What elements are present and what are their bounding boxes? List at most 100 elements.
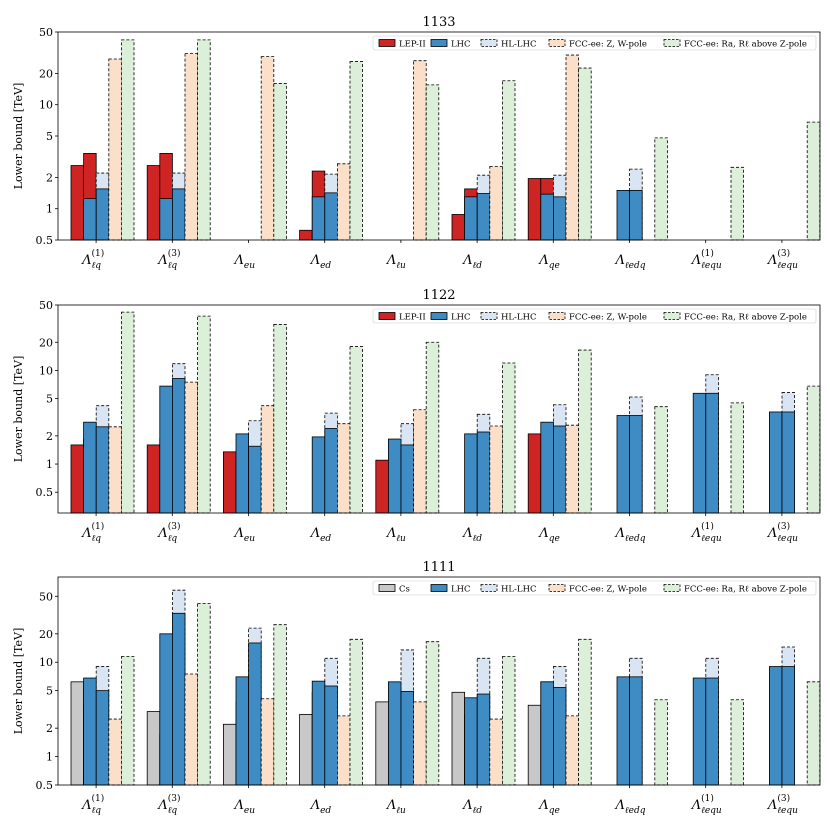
bar-lhc — [781, 411, 796, 514]
bar-fcc-z-pole — [184, 381, 199, 514]
bar-fcc-z-pole — [108, 58, 122, 241]
legend-label: Cs — [399, 585, 410, 595]
y-axis-label: Lower bound [TeV] — [12, 83, 25, 190]
bar-lep-ii — [70, 444, 85, 514]
bar-lep-ii — [375, 459, 389, 514]
y-axis-label: Lower bound [TeV] — [12, 628, 25, 735]
bar-fcc-z-pole — [565, 54, 580, 241]
bar-cs — [222, 723, 237, 786]
x-tick-label: Λℓu — [386, 798, 406, 816]
x-tick-label: Λℓequ(3) — [767, 793, 798, 816]
y-tick-label: 5 — [46, 130, 53, 143]
legend-swatch — [378, 584, 396, 592]
y-tick-label: 10 — [39, 99, 53, 112]
bar-lhc — [159, 633, 173, 786]
legend-swatch — [663, 312, 681, 320]
bar-fcc-z-pole — [565, 715, 580, 786]
x-tick-label: Λℓd — [462, 798, 482, 816]
legend: LEP-II LHC HL-LHC FCC-ee: Z, W-pole FCC-ee: … — [372, 308, 817, 324]
bar-fcc-z-pole — [336, 715, 351, 786]
x-tick-label: Λℓq(1) — [81, 521, 104, 544]
y-tick-label: 1 — [46, 458, 53, 471]
bar-fcc-z-pole — [413, 701, 427, 786]
y-tick-label: 0.5 — [36, 234, 54, 247]
bar-lhc — [95, 690, 110, 786]
bar-fcc-z-pole — [489, 166, 503, 241]
bar-fcc-ra-rl — [730, 699, 745, 786]
bar-lhc — [324, 192, 338, 241]
bar-lhc — [540, 681, 554, 786]
legend: LEP-II LHC HL-LHC FCC-ee: Z, W-pole FCC-ee: … — [372, 35, 817, 51]
bar-fcc-z-pole — [108, 426, 122, 514]
y-tick-label: 0.5 — [36, 486, 54, 499]
bar-lep-ii — [527, 178, 542, 241]
bar-lhc — [540, 193, 554, 241]
bar-lhc — [692, 392, 707, 514]
bar-fcc-ra-rl — [273, 624, 287, 786]
x-tick-label: Λℓequ(3) — [767, 521, 798, 544]
bar-fcc-z-pole — [413, 60, 427, 241]
bar-fcc-z-pole — [565, 424, 580, 514]
bar-fcc-z-pole — [336, 163, 351, 241]
bar-fcc-ra-rl — [806, 121, 821, 241]
bar-fcc-z-pole — [413, 409, 427, 514]
x-tick-label: Λeu — [234, 253, 256, 271]
chart-title: 1111 — [422, 560, 455, 575]
x-tick-label: Λℓq(1) — [81, 248, 104, 271]
bar-lhc — [171, 378, 186, 514]
legend-swatch — [430, 584, 448, 592]
chart-panel-1111: 1111 Lower bound [TeV] 0.5 1 2 5 10 20 50 Λℓq(1) Λ… — [12, 560, 821, 816]
bar-cs — [527, 704, 542, 786]
y-tick-label: 0.5 — [36, 779, 54, 792]
bar-lep-ii — [527, 433, 542, 514]
bar-lhc — [464, 433, 478, 514]
bar-lhc — [387, 438, 402, 514]
bar-fcc-ra-rl — [273, 324, 287, 514]
x-tick-label: Λℓq(3) — [157, 793, 180, 816]
bar-fcc-ra-rl — [654, 406, 668, 514]
bar-lhc — [400, 444, 415, 514]
bar-fcc-ra-rl — [730, 166, 745, 241]
bar-lhc — [629, 415, 643, 514]
y-tick-label: 10 — [39, 364, 53, 377]
bar-lhc — [781, 666, 796, 786]
x-tick-label: Λℓequ(1) — [691, 521, 722, 544]
bar-fcc-ra-rl — [349, 346, 364, 514]
bar-lhc — [616, 415, 631, 514]
bar-fcc-z-pole — [184, 673, 199, 786]
x-tick-label: Λℓequ(1) — [691, 248, 722, 271]
bar-fcc-ra-rl — [121, 656, 135, 786]
x-tick-label: Λℓq(1) — [81, 793, 104, 816]
bar-cs — [146, 711, 161, 786]
x-tick-label: Λed — [310, 253, 332, 271]
chart-panel-1122: 1122 Lower bound [TeV] 0.5 1 2 5 10 20 50 Λℓq(1) Λ… — [12, 288, 821, 544]
x-tick-label: Λed — [310, 798, 332, 816]
legend-label: LEP-II — [399, 40, 426, 50]
bar-fcc-ra-rl — [578, 67, 592, 241]
bar-lhc — [476, 193, 491, 241]
bar-lhc — [95, 426, 110, 514]
bar-lhc — [324, 685, 338, 786]
legend-label: HL-LHC — [501, 40, 537, 50]
axes-frame — [57, 576, 821, 786]
bar-lhc — [476, 693, 491, 786]
bar-lhc — [324, 428, 338, 514]
bar-lhc — [629, 189, 643, 241]
bar-fcc-ra-rl — [197, 39, 211, 241]
legend-swatch — [480, 312, 498, 320]
bar-lhc — [235, 433, 250, 514]
legend-label: FCC-ee: Z, W-pole — [569, 40, 647, 50]
chart-panel-1133: 1133 Lower bound [TeV] 0.5 1 2 5 10 20 50 Λℓq(1) Λ… — [12, 15, 821, 271]
bar-lhc — [311, 680, 326, 786]
y-tick-label: 2 — [46, 722, 53, 735]
y-tick-label: 2 — [46, 430, 53, 443]
bar-fcc-z-pole — [336, 423, 351, 514]
x-tick-label: Λqe — [538, 526, 559, 544]
bar-fcc-z-pole — [489, 718, 503, 786]
legend-swatch — [378, 312, 396, 320]
bar-lhc — [553, 196, 567, 241]
bar-fcc-ra-rl — [578, 349, 592, 514]
legend-swatch — [480, 39, 498, 47]
bar-fcc-ra-rl — [425, 84, 440, 241]
